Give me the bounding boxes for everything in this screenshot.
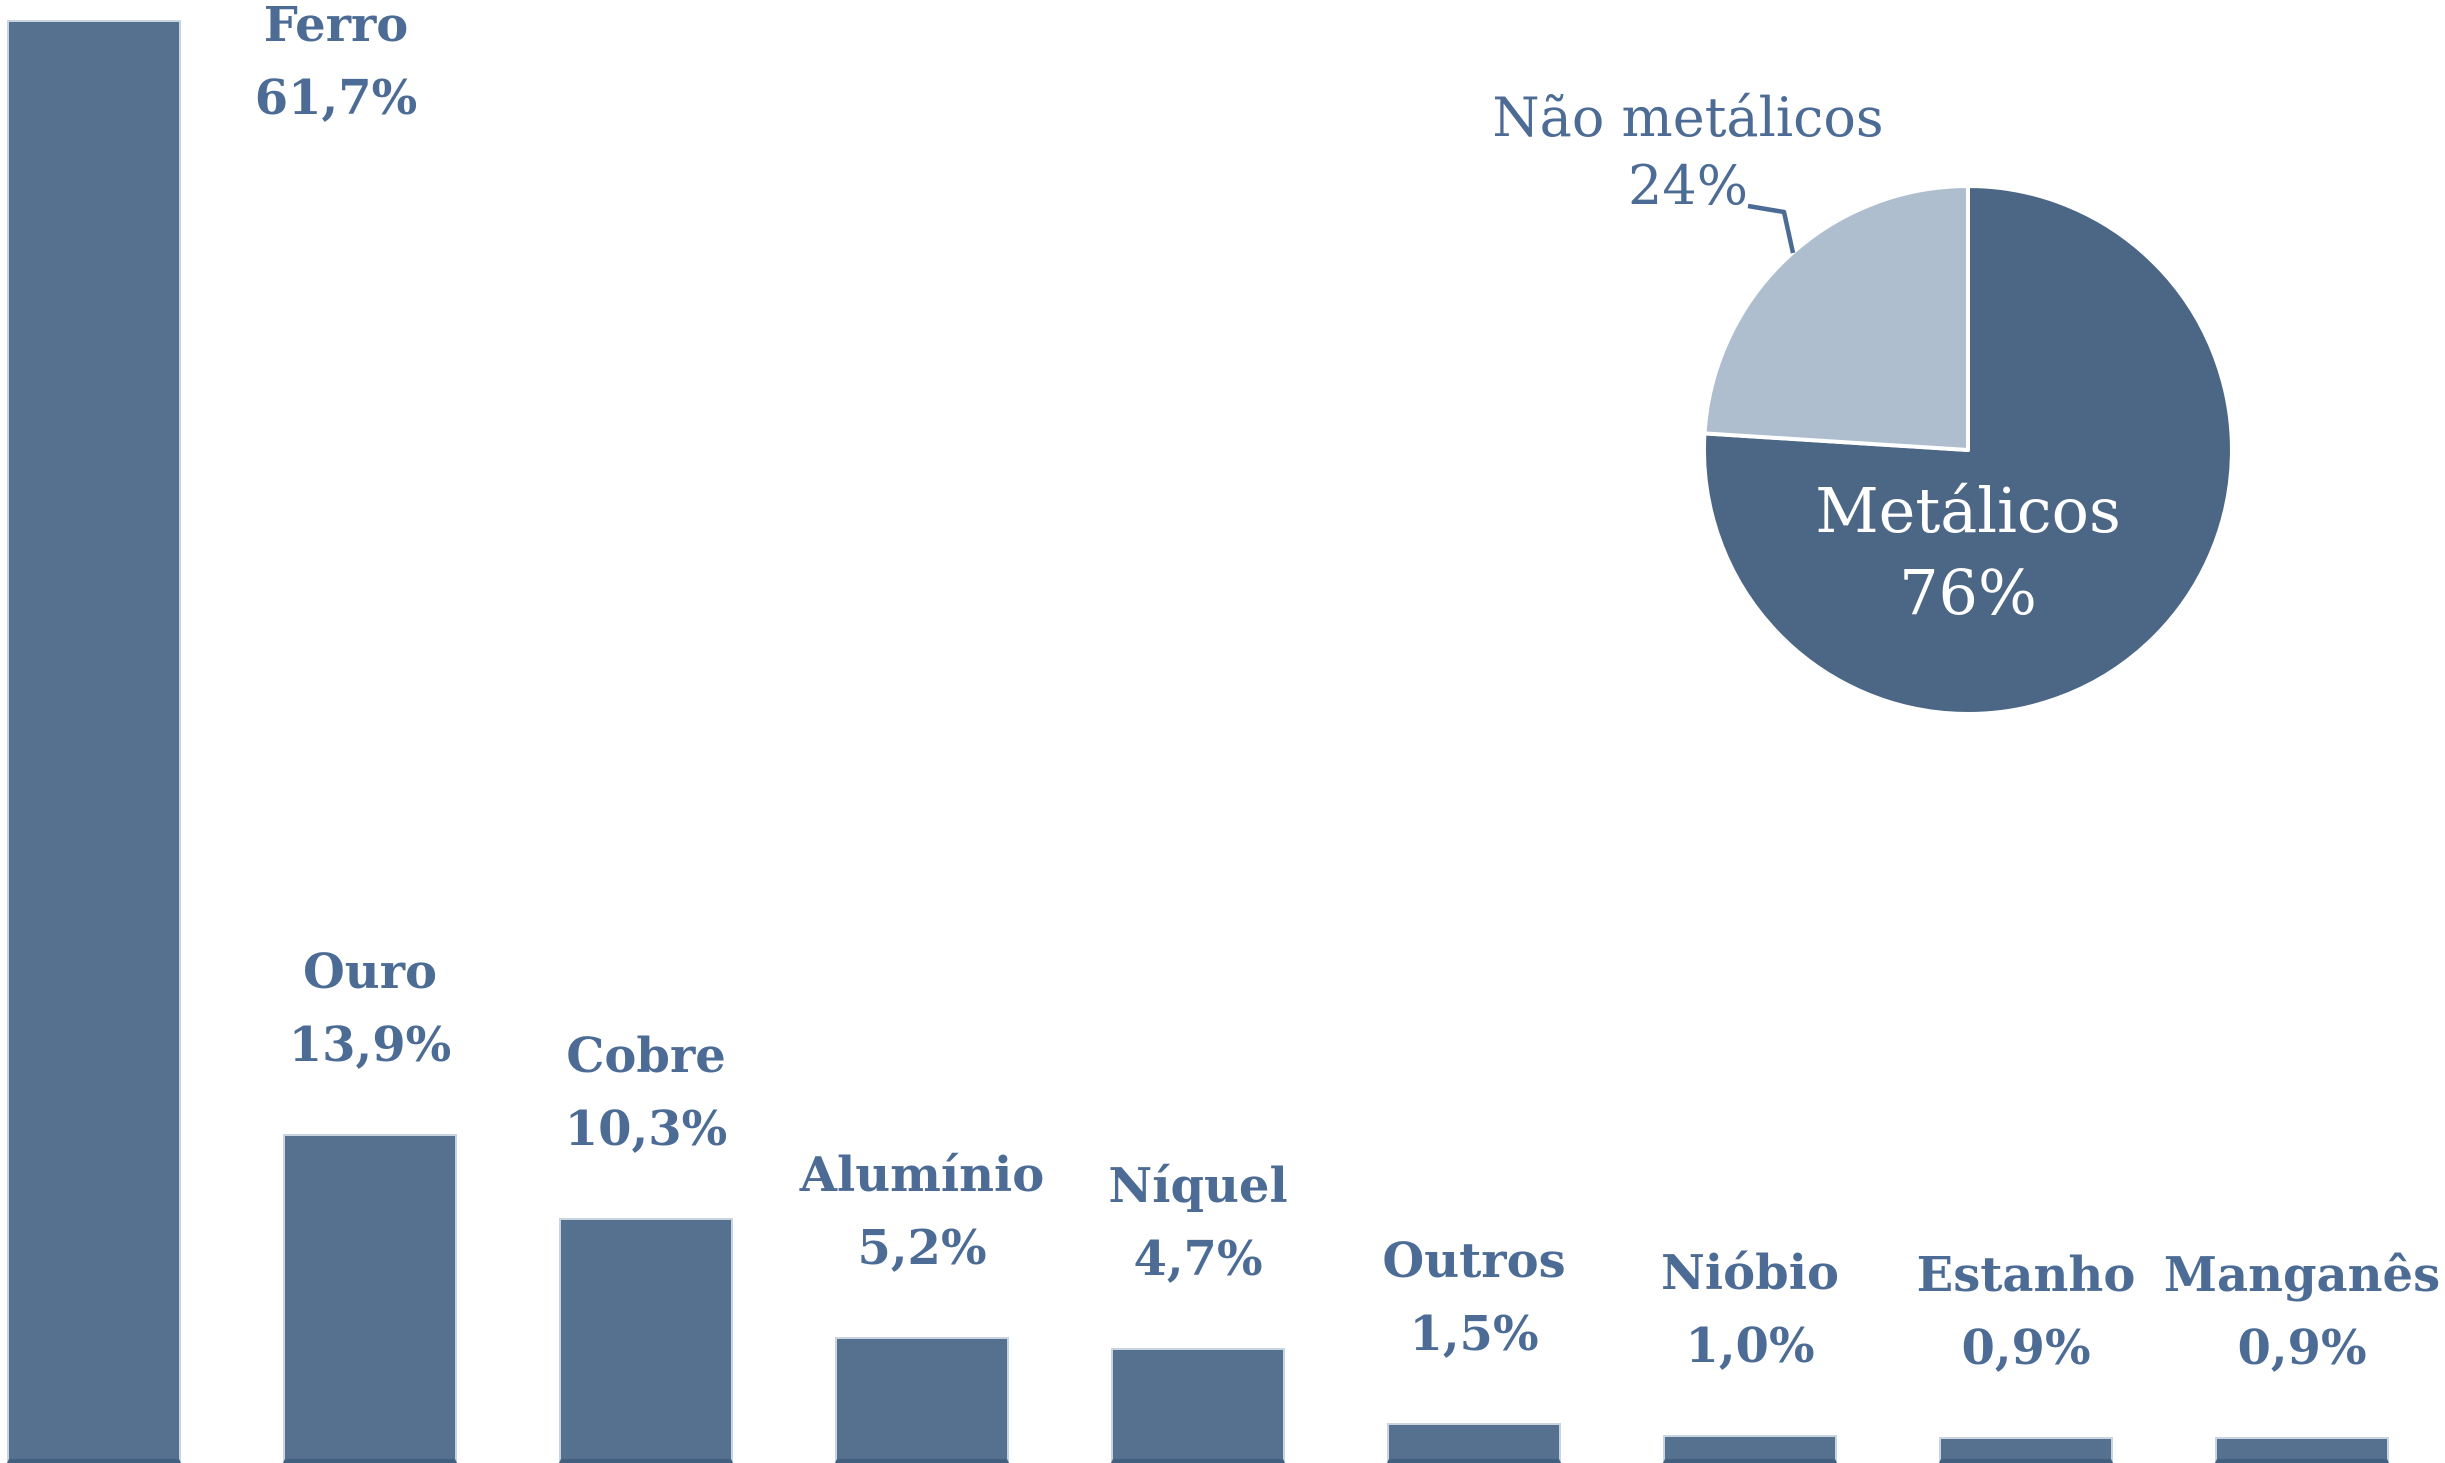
bar-value-label: 61,7%: [254, 70, 418, 126]
pie-callout-line: [1747, 203, 1796, 254]
pie-callout-value: 24%: [1627, 154, 1749, 217]
pie-callout-category: Não metálicos: [1492, 86, 1884, 149]
bar-label-manganes: Manganês 0,9%: [2092, 1239, 2445, 1385]
bar-ferro: [7, 20, 181, 1463]
bar-label-niobio: Nióbio 1,0%: [1540, 1237, 1960, 1383]
bar-label-estanho: Estanho 0,9%: [1816, 1239, 2236, 1385]
bar-aluminio: [835, 1337, 1009, 1463]
bar-niquel: [1111, 1348, 1285, 1463]
bar-label-cobre: Cobre 10,3%: [436, 1020, 856, 1166]
bar-category-label: Manganês: [2163, 1247, 2441, 1303]
bar-cobre: [559, 1218, 733, 1463]
pie-slice-metalicos: [1701, 184, 2234, 716]
pie-inside-value-label: 76%: [1899, 556, 2037, 629]
pie-inside-category-label: Metálicos: [1815, 474, 2121, 547]
bar-label-ouro: Ouro 13,9%: [160, 936, 580, 1082]
pie-slice-nao-metalicos: [1702, 184, 1970, 452]
bar-value-label: 1,0%: [1685, 1318, 1815, 1374]
bar-category-label: Alumínio: [799, 1147, 1045, 1203]
pie-callout-label: Não metálicos 24%: [1388, 84, 1988, 220]
bar-category-label: Ouro: [302, 944, 437, 1000]
bar-value-label: 13,9%: [288, 1017, 452, 1073]
bar-value-label: 10,3%: [564, 1101, 728, 1157]
bar-outros: [1387, 1423, 1561, 1463]
bar-value-label: 0,9%: [1961, 1320, 2091, 1376]
bar-category-label: Níquel: [1108, 1158, 1288, 1214]
bar-category-label: Cobre: [566, 1028, 726, 1084]
bar-label-ferro: Ferro 61,7%: [126, 0, 546, 135]
bar-ouro: [283, 1134, 457, 1463]
bar-niobio: [1663, 1435, 1837, 1463]
bar-category-label: Ferro: [263, 0, 409, 53]
bar-category-label: Estanho: [1916, 1247, 2136, 1303]
bar-label-niquel: Níquel 4,7%: [988, 1150, 1408, 1296]
bar-value-label: 1,5%: [1409, 1306, 1539, 1362]
bar-label-aluminio: Alumínio 5,2%: [712, 1139, 1132, 1285]
bar-value-label: 0,9%: [2237, 1320, 2367, 1376]
bar-category-label: Outros: [1382, 1233, 1566, 1289]
bar-label-outros: Outros 1,5%: [1264, 1225, 1684, 1371]
bar-value-label: 4,7%: [1133, 1231, 1263, 1287]
bar-manganes: [2215, 1437, 2389, 1463]
bar-category-label: Nióbio: [1661, 1245, 1839, 1301]
bar-value-label: 5,2%: [857, 1220, 987, 1276]
bar-estanho: [1939, 1437, 2113, 1463]
